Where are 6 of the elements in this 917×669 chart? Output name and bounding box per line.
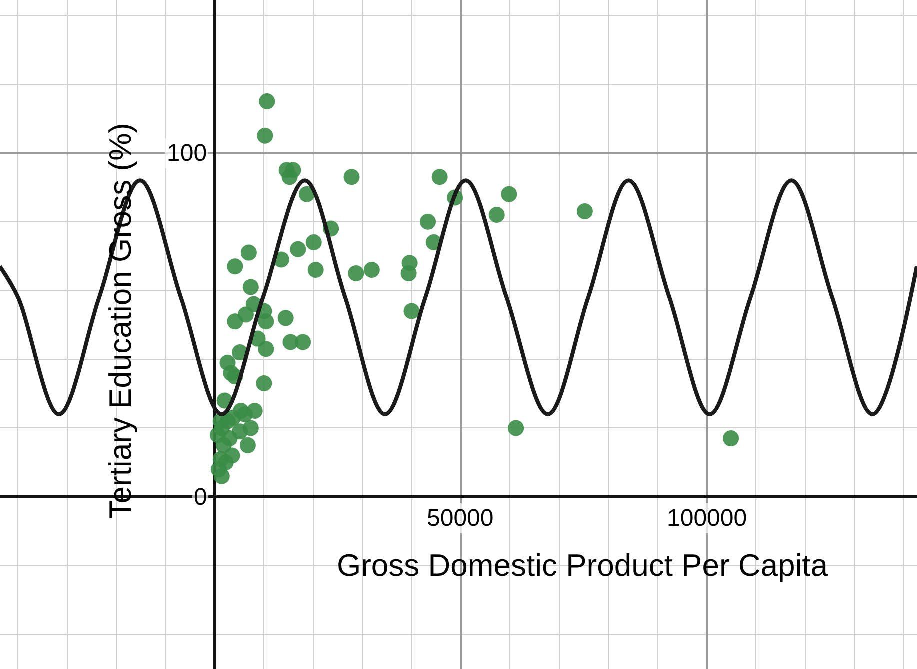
y-tick-label: 100 xyxy=(167,140,208,167)
x-tick-label: 50000 xyxy=(427,505,494,532)
x-axis-title: Gross Domestic Product Per Capita xyxy=(337,548,829,583)
y-axis-title: Tertiary Education Gross (%) xyxy=(103,123,138,520)
x-tick-label: 100000 xyxy=(667,505,748,532)
y-tick-label: 0 xyxy=(194,484,208,511)
